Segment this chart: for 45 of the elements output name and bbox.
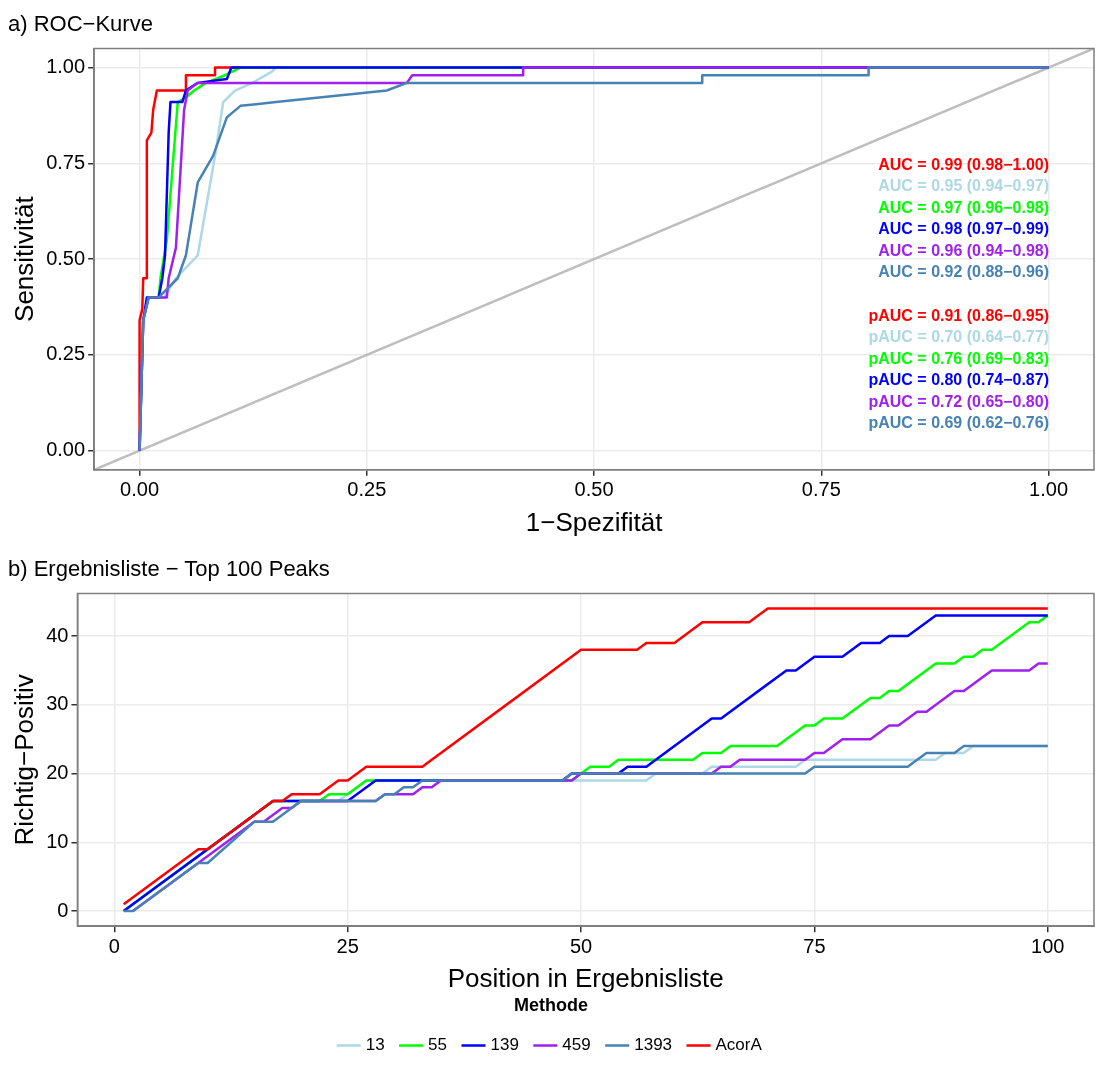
legend-label: 55 [428,1035,447,1055]
x-tick-label: 50 [569,934,593,957]
y-tick-label: 0.00 [46,438,86,461]
x-axis-title: Position in Ergebnisliste [447,962,724,993]
x-tick-label: 0.25 [347,478,387,501]
chart-title: b) Ergebnisliste − Top 100 Peaks [8,556,330,582]
x-tick-label: 0.75 [801,478,841,501]
annotation: AUC = 0.98 (0.97−0.99) [878,220,1049,238]
y-axis-title: Sensitivität [8,195,39,322]
x-tick-label: 75 [803,934,826,957]
annotation: AUC = 0.96 (0.94−0.98) [878,241,1049,259]
legend-label: 139 [490,1035,519,1055]
x-tick-label: 25 [336,934,359,957]
legend-label: 13 [365,1035,385,1055]
x-tick-label: 1.00 [1029,478,1069,501]
annotation: AUC = 0.95 (0.94−0.97) [878,177,1049,195]
annotation: pAUC = 0.80 (0.74−0.87) [868,371,1049,389]
annotation: pAUC = 0.91 (0.86−0.95) [868,306,1049,324]
y-tick-label: 20 [46,761,69,784]
annotation: pAUC = 0.76 (0.69−0.83) [868,349,1049,367]
x-tick-label: 100 [1031,934,1065,957]
annotation: AUC = 0.99 (0.98−1.00) [878,155,1049,173]
y-tick-label: 40 [46,623,69,646]
annotation: pAUC = 0.70 (0.64−0.77) [868,328,1049,346]
legend-label: AcorA [715,1035,763,1055]
annotation: AUC = 0.97 (0.96−0.98) [878,198,1049,216]
x-tick-label: 0.00 [120,478,160,501]
legend-label: 1393 [634,1035,673,1055]
y-tick-label: 10 [46,829,69,852]
annotation: AUC = 0.92 (0.88−0.96) [878,263,1049,281]
annotation: pAUC = 0.72 (0.65−0.80) [868,392,1049,410]
y-tick-label: 0.75 [46,150,86,173]
y-tick-label: 1.00 [46,55,86,78]
annotation: pAUC = 0.69 (0.62−0.76) [868,414,1049,432]
chart-title: a) ROC−Kurve [8,11,153,37]
y-tick-label: 0.25 [46,342,86,365]
y-tick-label: 0 [57,898,69,921]
x-axis-title: 1−Spezifität [525,506,664,537]
legend-title: Methode [514,995,588,1016]
y-tick-label: 0.50 [46,246,86,269]
x-tick-label: 0.50 [574,478,614,501]
legend-label: 459 [562,1035,591,1055]
x-tick-label: 0 [108,934,120,957]
y-tick-label: 30 [46,692,69,715]
y-axis-title: Richtig−Positiv [8,674,39,846]
